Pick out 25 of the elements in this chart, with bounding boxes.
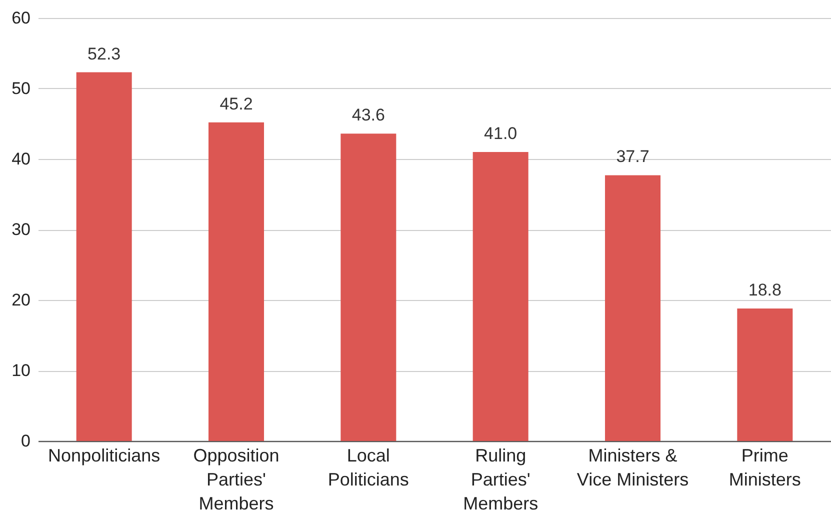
x-tick-label: Ministers & Vice Ministers — [576, 446, 689, 490]
y-tick-label: 10 — [12, 361, 30, 380]
data-label: 37.7 — [616, 147, 650, 166]
bar — [737, 308, 793, 441]
x-tick-label: Opposition Parties' Members — [193, 446, 280, 514]
bar — [340, 134, 396, 441]
bar — [208, 122, 264, 441]
data-label: 45.2 — [220, 94, 253, 114]
data-label: 41.0 — [484, 124, 518, 143]
bar — [76, 72, 132, 441]
data-label: 43.6 — [352, 106, 385, 125]
bar — [472, 152, 528, 441]
y-tick-label: 50 — [12, 79, 30, 98]
data-label: 18.8 — [748, 280, 782, 300]
data-label: 52.3 — [88, 44, 121, 64]
y-tick-label: 40 — [12, 150, 30, 168]
x-tick-label: Nonpoliticians — [48, 446, 160, 466]
x-tick-label: Ruling Parties' Members — [463, 446, 538, 514]
y-tick-label: 60 — [12, 8, 30, 28]
y-tick-label: 0 — [21, 432, 30, 450]
y-tick-label: 30 — [12, 220, 30, 239]
bar — [604, 175, 661, 441]
x-tick-label: Prime Ministers — [728, 446, 801, 490]
y-tick-label: 20 — [12, 290, 30, 310]
x-tick-label: Local Politicians — [328, 446, 409, 490]
